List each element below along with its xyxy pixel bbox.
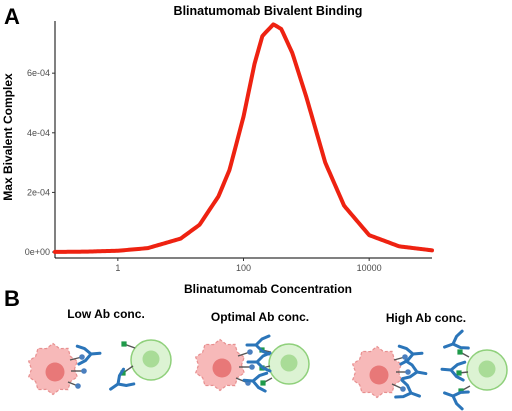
antibody-arm: [75, 344, 93, 356]
tumor-cell: [194, 338, 246, 392]
t-cell-nucleus: [478, 360, 496, 378]
antibody-icon: [397, 344, 424, 366]
cd19-receptor-tip: [400, 386, 406, 392]
panel-a-letter: A: [4, 4, 20, 29]
t-cell-nucleus: [280, 354, 298, 372]
cd19-receptor-tip: [79, 354, 85, 360]
antibody-icon: [440, 360, 467, 382]
t-cell: [268, 343, 310, 385]
antibody-arm: [246, 351, 272, 364]
antibody-arm: [394, 391, 421, 399]
t-cell: [466, 349, 508, 391]
tumor-nucleus: [45, 362, 65, 382]
chart-title: Blinatumomab Bivalent Binding: [174, 4, 363, 18]
antibody-arm: [251, 379, 267, 393]
antibody-arm: [242, 371, 269, 383]
y-tick-label: 6e-04: [27, 68, 50, 78]
antibody-icon: [109, 367, 136, 391]
antibody-arm: [401, 370, 428, 381]
tumor-cell: [351, 345, 403, 399]
y-ticks: 0e+00 2e-04 4e-04 6e-04: [25, 68, 55, 257]
cd19-receptor-tip: [81, 368, 87, 374]
antibody-arm: [397, 344, 415, 356]
cd3-receptor-tip: [260, 380, 266, 386]
cd19-receptor-tip: [405, 369, 411, 375]
antibody-arm: [116, 382, 136, 387]
x-axis-title: Blinatumomab Concentration: [184, 282, 352, 296]
scenario-label-low: Low Ab conc.: [67, 307, 145, 321]
series-line: [53, 22, 434, 254]
antibody-arm: [77, 351, 102, 366]
antibody-arm: [255, 360, 272, 373]
antibody-arm: [245, 334, 271, 347]
antibody-icon: [401, 359, 428, 381]
x-tick-label: 1: [115, 263, 120, 273]
t-cell-nucleus: [142, 350, 160, 368]
tumor-nucleus: [369, 365, 389, 385]
antibody-arm: [399, 351, 424, 366]
antibody-icon: [242, 371, 269, 393]
cd3-receptor-tip: [456, 370, 462, 376]
antibody-arm: [400, 378, 413, 395]
illustration-layer: [27, 329, 508, 411]
antibody-arm: [449, 368, 465, 382]
x-tick-label: 100: [236, 263, 251, 273]
antibody-icon: [75, 344, 102, 366]
y-axis-title-group: Max Bivalent Complex: [1, 73, 15, 201]
antibody-icon: [246, 351, 272, 373]
antibody-arm: [451, 342, 470, 350]
x-tick-label: 10000: [357, 263, 382, 273]
x-ticks: 1 100 10000: [115, 258, 382, 273]
tumor-nucleus: [212, 358, 232, 378]
cd19-receptor-tip: [402, 354, 408, 360]
scenario-label-high: High Ab conc.: [386, 311, 466, 325]
antibody-icon: [443, 329, 470, 350]
cd3-receptor-tip: [121, 341, 127, 347]
y-tick-label: 2e-04: [27, 187, 50, 197]
antibody-arm: [443, 390, 470, 398]
y-tick-label: 0e+00: [25, 247, 50, 257]
y-tick-label: 4e-04: [27, 128, 50, 138]
antibody-icon: [443, 390, 470, 411]
antibody-icon: [394, 378, 421, 399]
tumor-cell: [27, 342, 79, 396]
cd3-receptor-tip: [457, 349, 463, 355]
antibody-arm: [109, 367, 125, 391]
panel-b-letter: B: [4, 286, 20, 311]
antibody-arm: [404, 359, 419, 374]
scenario-label-optimal: Optimal Ab conc.: [211, 310, 309, 324]
antibody-arm: [451, 394, 464, 411]
t-cell: [130, 339, 172, 381]
antibody-arm: [443, 329, 464, 349]
plot-area: [53, 22, 434, 254]
antibody-arm: [440, 360, 467, 372]
cd3-receptor-tip: [120, 370, 126, 376]
cd19-receptor-tip: [247, 349, 253, 355]
cd19-receptor-tip: [75, 383, 81, 389]
cd19-receptor-tip: [249, 364, 255, 370]
y-axis-title: Max Bivalent Complex: [1, 73, 15, 201]
